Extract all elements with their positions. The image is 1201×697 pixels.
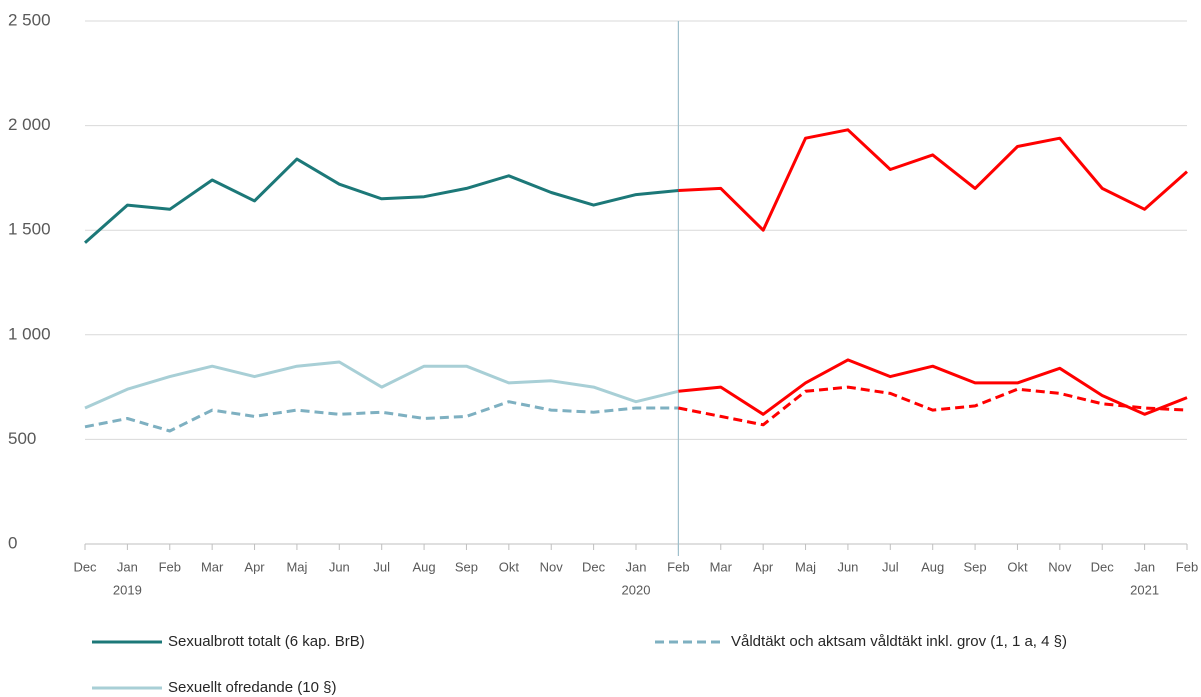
series-line (678, 358, 1188, 416)
x-tick-label: Jul (373, 559, 390, 574)
legend-label: Våldtäkt och aktsam våldtäkt inkl. grov … (731, 633, 1067, 650)
x-tick-label: Feb (1176, 559, 1198, 574)
year-label: 2020 (622, 582, 651, 597)
x-tick-label: Jan (1134, 559, 1155, 574)
x-tick-label: Jan (626, 559, 647, 574)
x-tick-label: Okt (1007, 559, 1028, 574)
x-tick-label: Mar (201, 559, 224, 574)
x-tick-label: Jan (117, 559, 138, 574)
x-tick-label: Jun (329, 559, 350, 574)
x-tick-label: Dec (582, 559, 606, 574)
y-tick-label: 500 (8, 429, 36, 448)
y-tick-label: 0 (8, 533, 17, 552)
x-tick-label: Nov (1048, 559, 1072, 574)
x-tick-label: Maj (286, 559, 307, 574)
year-label: 2019 (113, 582, 142, 597)
series-line (678, 128, 1188, 232)
legend-label: Sexuellt ofredande (10 §) (168, 679, 336, 696)
y-tick-label: 2 500 (8, 10, 51, 29)
x-tick-label: Jun (837, 559, 858, 574)
x-tick-label: Okt (499, 559, 520, 574)
series-line (84, 400, 679, 433)
legend-label: Sexualbrott totalt (6 kap. BrB) (168, 633, 365, 650)
x-tick-label: Maj (795, 559, 816, 574)
y-tick-label: 1 000 (8, 324, 51, 343)
x-tick-label: Nov (540, 559, 564, 574)
x-tick-label: Apr (753, 559, 774, 574)
series-line (84, 157, 679, 244)
year-label: 2021 (1130, 582, 1159, 597)
x-tick-label: Apr (244, 559, 265, 574)
series-line (678, 385, 1188, 427)
x-tick-label: Aug (921, 559, 944, 574)
x-tick-label: Sep (455, 559, 478, 574)
x-tick-label: Aug (413, 559, 436, 574)
series-line (84, 360, 679, 410)
x-tick-label: Dec (1091, 559, 1115, 574)
y-tick-label: 1 500 (8, 220, 51, 239)
y-tick-label: 2 000 (8, 115, 51, 134)
x-tick-label: Mar (710, 559, 733, 574)
x-tick-label: Sep (964, 559, 987, 574)
x-tick-label: Jul (882, 559, 899, 574)
x-tick-label: Feb (667, 559, 689, 574)
x-tick-label: Feb (159, 559, 181, 574)
x-tick-label: Dec (73, 559, 97, 574)
